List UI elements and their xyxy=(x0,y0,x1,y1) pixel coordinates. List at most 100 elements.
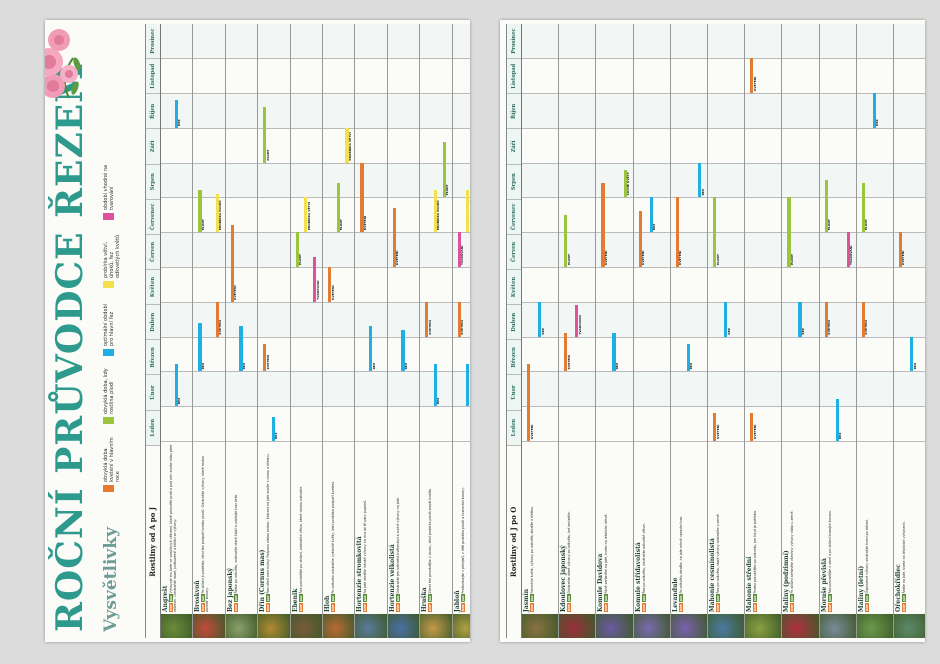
plant-photo xyxy=(856,614,893,638)
plant-description-cell: Maliny (podzimní) KDYJAKPo sklizni seřízn… xyxy=(782,442,818,614)
bar-label: KVETENÍ xyxy=(901,250,906,265)
plant-name: Jasmín xyxy=(523,588,530,612)
month-cell xyxy=(596,372,633,408)
when-tag: KDY xyxy=(827,603,832,612)
plant-description-cell: Hloh KDYJAKPo odkvetu odstraňte vybledlé … xyxy=(323,442,354,614)
plant-name: Hortenzie velkolistá xyxy=(388,544,396,612)
how-tag: JAK xyxy=(530,594,534,603)
month-cell xyxy=(745,163,782,199)
month-cell xyxy=(452,94,470,129)
month-header: Říjen xyxy=(507,94,521,130)
month-cell xyxy=(819,24,856,60)
month-cell xyxy=(782,128,819,164)
month-cell xyxy=(193,372,225,408)
pruning-table-right: Rostliny od J po O Leden Únor Březen Dub… xyxy=(506,24,925,638)
bar-label: KVETENÍ xyxy=(460,320,465,335)
month-cell xyxy=(707,372,745,408)
month-cell xyxy=(819,59,856,95)
month-cell xyxy=(387,268,420,303)
plant-photo xyxy=(161,614,193,638)
plant-instructions: KDYJAKPonechte kvést, výhony po odkvětu … xyxy=(530,505,534,612)
bar-label: PLODY xyxy=(827,219,832,231)
plant-photo xyxy=(670,614,707,638)
month-cell xyxy=(522,94,559,129)
how-tag: JAK xyxy=(201,594,206,603)
month-cell xyxy=(258,198,290,234)
bar-label: PLODY xyxy=(200,219,205,231)
plant-name: Kdoulovec japonský xyxy=(560,545,568,612)
month-cell xyxy=(452,59,470,95)
month-header: Listopad xyxy=(146,59,160,95)
legend-label: obvyklá doba kvetení v hlavním roce xyxy=(103,437,121,482)
plant-photo xyxy=(893,614,925,638)
table-row: Mahonie střední KDYJAKProřez provádějte p… xyxy=(745,24,783,638)
plant-instructions: KDYJAKPo sklizni ji prořežte, letní řez … xyxy=(201,455,210,612)
when-tag: KDY xyxy=(330,603,335,612)
month-header: Srpen xyxy=(507,164,521,200)
month-cell xyxy=(893,198,925,234)
month-header: Prosinec xyxy=(146,24,160,60)
table-body: Angrešt KDYJAKVyhovuje mu keře ve vzdušný… xyxy=(161,24,470,638)
bar-label: ŘEZ xyxy=(436,397,441,405)
month-cell xyxy=(258,163,290,199)
bar-label: ŘEZ xyxy=(540,328,545,335)
month-cell xyxy=(522,59,559,95)
plant-photo xyxy=(452,614,470,638)
table-row: Moruše převislá KDYJAKŘez provádějte v zi… xyxy=(819,24,857,638)
month-cell xyxy=(893,268,925,303)
plant-description-cell: Dřín (Cornus mas) KDYJAKŘez dřínů není nu… xyxy=(258,442,289,614)
month-header: Listopad xyxy=(507,59,521,95)
month-cell xyxy=(161,128,193,164)
month-cell xyxy=(596,24,633,60)
bar-label: PLODY xyxy=(789,254,794,265)
plants-column-header: Rostliny od J po O xyxy=(509,506,518,578)
plant-name: Hruška xyxy=(421,587,429,612)
table-row: Hortenzie velkolistá KDYJAKOdstraňte jen … xyxy=(387,24,421,638)
month-cell xyxy=(161,198,193,234)
month-header: Prosinec xyxy=(507,24,521,60)
table-row: Kdoulovec japonský KDYJAKOdstraňte staré … xyxy=(559,24,597,638)
plant-name: Ebenik xyxy=(291,588,299,612)
when-tag: KDY xyxy=(901,603,906,612)
when-tag: KDY xyxy=(678,603,683,612)
month-cell xyxy=(633,407,670,442)
table-row: Dřín (Cornus mas) KDYJAKŘez dřínů není nu… xyxy=(258,24,291,638)
month-cell xyxy=(420,268,452,303)
month-cell xyxy=(559,128,596,164)
month-cell xyxy=(633,372,670,408)
month-grid: KVETENÍ ŘEZ xyxy=(522,24,559,442)
month-cell xyxy=(819,268,856,303)
legend-label: období vhodné na tvarování xyxy=(103,164,115,210)
month-cell xyxy=(387,24,420,60)
month-grid: ŘEZ KVETENÍ PLODY PROBÍRKA PLODŮ xyxy=(193,24,225,442)
month-cell xyxy=(856,268,893,303)
plant-name: Hortenzie stromkovitá xyxy=(356,536,364,612)
month-grid: ŘEZ KVETENÍ PLODY PROBÍRKA PLODŮ xyxy=(420,24,452,442)
legend-swatch xyxy=(103,417,114,424)
plant-photo xyxy=(819,614,856,638)
month-grid: ŘEZ PLODY xyxy=(782,24,819,442)
bar-label: PLODY xyxy=(265,149,270,161)
bar-label: TVAROVÁNÍ xyxy=(460,245,465,265)
bar-label: KVETENÍ xyxy=(752,76,757,91)
plant-name: Broskvoň xyxy=(194,580,202,612)
month-cell xyxy=(559,94,596,129)
month-cell xyxy=(452,24,470,60)
month-cell xyxy=(420,233,452,269)
bar-label: ŘEZ xyxy=(726,328,731,335)
month-cell xyxy=(856,372,893,408)
month-cell xyxy=(893,24,925,60)
when-tag: KDY xyxy=(298,603,303,612)
month-grid: KVETENÍ ŘEZ xyxy=(633,24,670,442)
table-row: Broskvoň KDYJAKPo sklizni ji prořežte, le… xyxy=(193,24,226,638)
month-cell xyxy=(322,24,355,60)
month-cell xyxy=(782,372,819,408)
month-cell xyxy=(819,94,856,129)
month-cell xyxy=(161,407,193,442)
plant-photo xyxy=(707,614,745,638)
legend-label: optimální období pro hlavní řez xyxy=(103,303,115,346)
month-cell xyxy=(596,407,633,442)
month-cell xyxy=(893,163,925,199)
month-cell xyxy=(670,407,707,442)
month-grid: KVETENÍ ŘEZ PLODY xyxy=(707,24,745,442)
